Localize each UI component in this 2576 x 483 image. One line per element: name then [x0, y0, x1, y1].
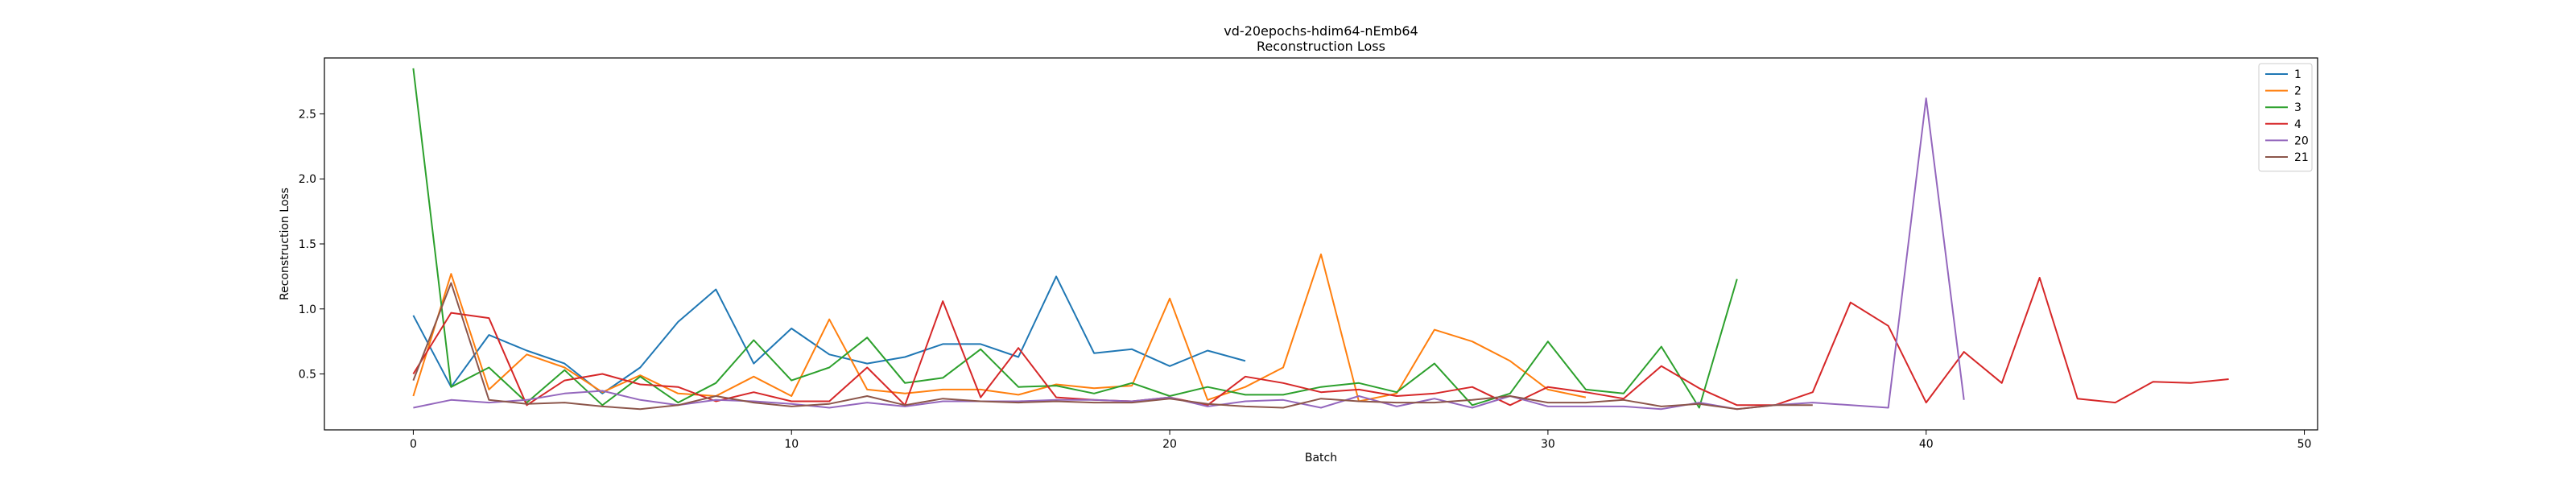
x-tick-label: 10 — [784, 438, 799, 451]
x-axis-label: Batch — [1305, 452, 1337, 464]
y-tick-label: 1.5 — [299, 238, 316, 251]
y-tick-label: 2.0 — [299, 173, 316, 186]
series-line-20 — [413, 97, 1965, 411]
chart-title: vd-20epochs-hdim64-nEmb64 — [1224, 23, 1418, 39]
y-axis-label: Reconstruction Loss — [279, 188, 291, 300]
plot-area — [412, 68, 2229, 411]
x-tick-label: 20 — [1162, 438, 1177, 451]
legend-label-3: 3 — [2294, 101, 2301, 114]
series-line-21 — [412, 282, 1813, 411]
x-tick-label: 50 — [2297, 438, 2312, 451]
x-tick-label: 40 — [1919, 438, 1934, 451]
axes: 0 10 20 30 40 50 0.5 1.0 1.5 2.0 2.5 — [299, 108, 2312, 451]
series-line-3 — [412, 68, 1738, 409]
legend-label-2: 2 — [2294, 85, 2301, 98]
legend: 1 2 3 4 20 21 — [2258, 63, 2313, 172]
x-tick-label: 0 — [410, 438, 417, 451]
legend-label-4: 4 — [2294, 118, 2301, 131]
y-tick-label: 0.5 — [299, 369, 316, 382]
legend-label-20: 20 — [2294, 134, 2309, 147]
chart-subtitle: Reconstruction Loss — [1257, 39, 1385, 54]
x-tick-label: 30 — [1541, 438, 1555, 451]
plot-frame — [324, 57, 2318, 431]
series-line-1 — [412, 275, 1246, 394]
y-tick-label: 1.0 — [299, 303, 316, 316]
y-tick-label: 2.5 — [299, 108, 316, 121]
series-line-2 — [412, 253, 1587, 402]
legend-label-1: 1 — [2294, 68, 2301, 81]
legend-label-21: 21 — [2294, 151, 2309, 164]
series-line-4 — [412, 277, 2229, 407]
